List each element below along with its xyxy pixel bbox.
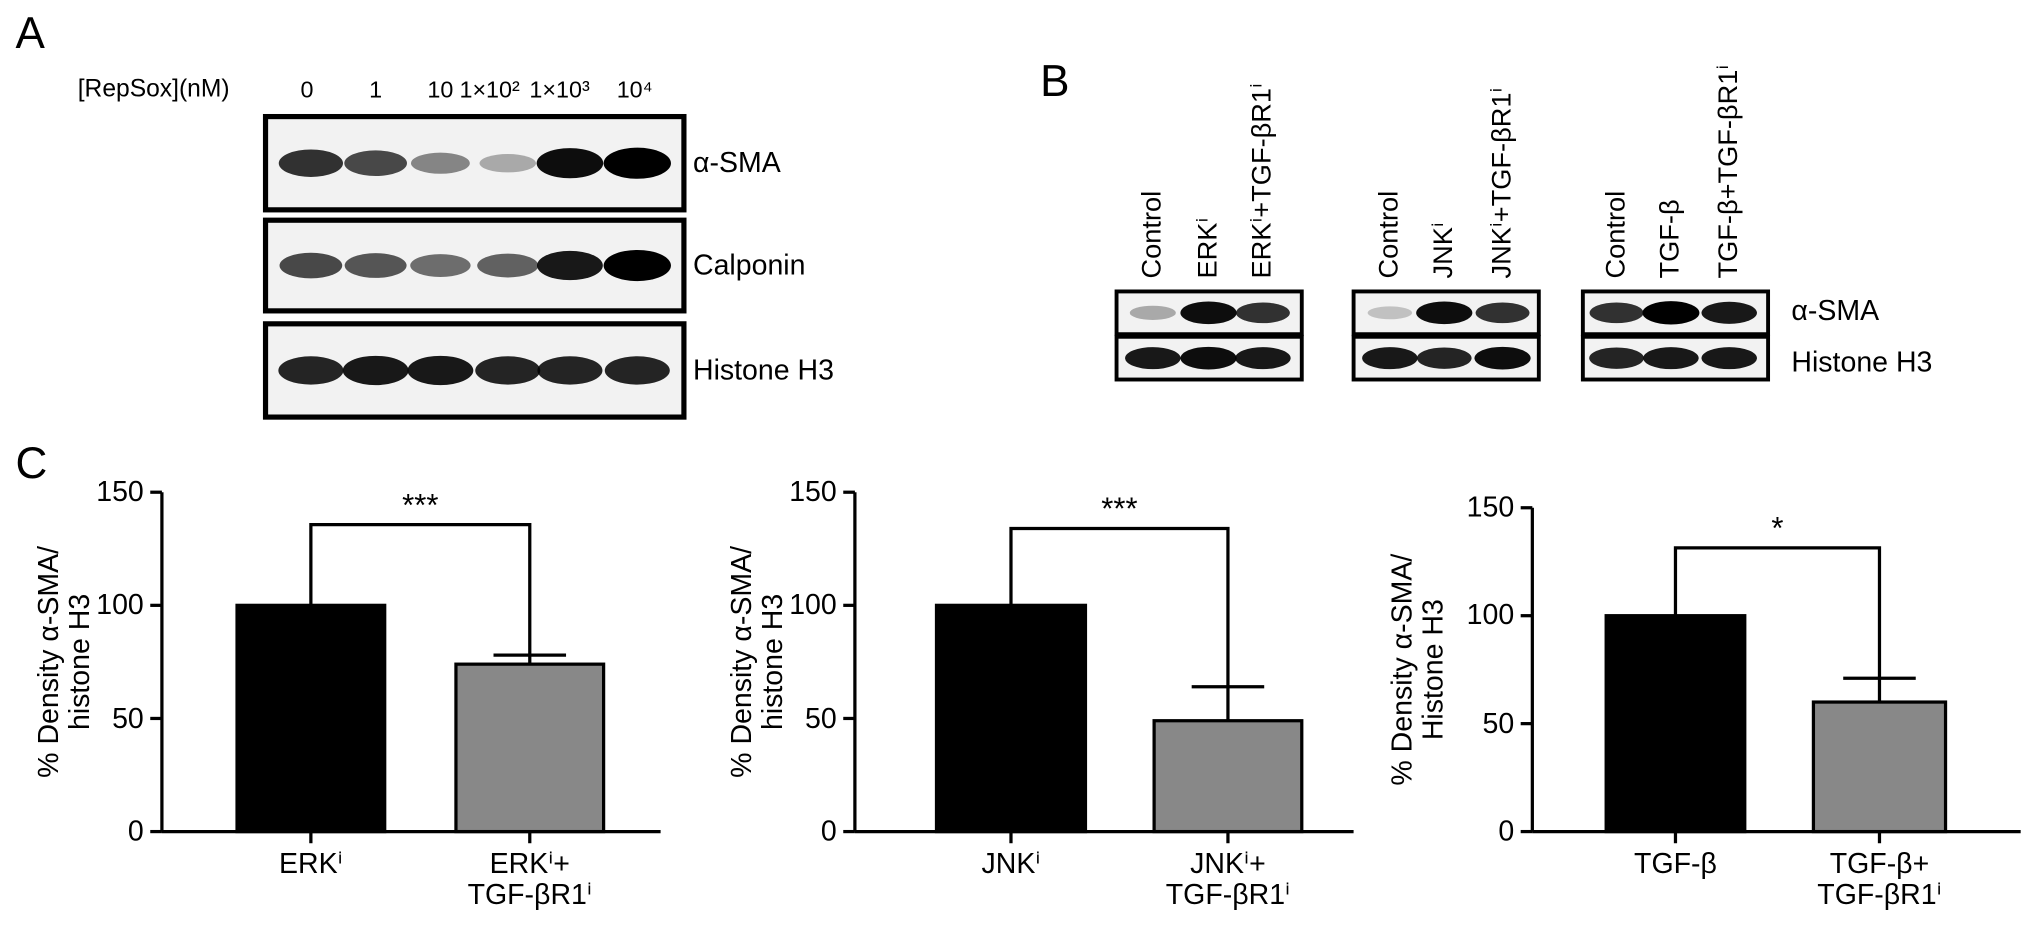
x-tick-label: ERKⁱ xyxy=(279,847,343,880)
band xyxy=(1589,302,1644,324)
band xyxy=(278,149,343,177)
y-tick-label: 150 xyxy=(96,475,144,508)
bar xyxy=(1811,700,1948,834)
error-bar xyxy=(493,653,567,665)
x-tick-label: JNKⁱ xyxy=(981,847,1041,880)
y-axis-label: % Density α-SMA/ histone H3 xyxy=(725,545,789,778)
x-tick-label: TGF-β xyxy=(1634,847,1717,880)
significance-bracket xyxy=(1673,546,1882,679)
band xyxy=(407,355,474,386)
y-tick-label: 0 xyxy=(1498,814,1515,848)
lane-label: JNKⁱ+TGF-βR1ⁱ xyxy=(1487,87,1517,279)
band xyxy=(604,356,670,385)
lane-label: TGF-β+TGF-βR1ⁱ xyxy=(1713,64,1744,279)
error-bar xyxy=(1843,676,1916,703)
band xyxy=(1416,301,1473,325)
significance-bracket xyxy=(309,522,532,656)
bar xyxy=(235,603,387,834)
band xyxy=(536,148,604,179)
band xyxy=(1129,305,1176,320)
y-tick-label: 150 xyxy=(789,475,837,508)
band xyxy=(1235,302,1290,324)
significance-label: *** xyxy=(1101,491,1138,527)
band xyxy=(479,154,536,173)
band xyxy=(1235,347,1291,370)
y-tick-label: 50 xyxy=(112,701,144,734)
band xyxy=(537,356,603,385)
band xyxy=(603,147,671,179)
lane-label: 0 xyxy=(300,76,314,103)
band xyxy=(1474,346,1531,370)
bar xyxy=(1604,614,1747,834)
lane-label: Control xyxy=(1137,190,1168,279)
band xyxy=(477,253,539,278)
significance-label: * xyxy=(1771,511,1784,547)
x-tick-label: ERKⁱ+ TGF-βR1ⁱ xyxy=(467,847,592,911)
bar xyxy=(454,662,606,834)
band xyxy=(1180,301,1237,325)
row-label: α-SMA xyxy=(1791,293,1880,327)
lane-label: 1×10³ xyxy=(529,76,590,103)
y-tick-label: 0 xyxy=(820,814,837,848)
lane-label: JNKⁱ xyxy=(1428,222,1459,279)
y-tick-label: 150 xyxy=(1466,490,1515,524)
y-axis-label: % Density α-SMA/ Histone H3 xyxy=(1385,553,1450,786)
lane-label: Control xyxy=(1600,190,1631,279)
band xyxy=(1367,306,1413,320)
row-label: Calponin xyxy=(692,248,806,281)
band xyxy=(1180,346,1237,370)
lane-label: 1 xyxy=(369,76,383,103)
lane-label: 10⁴ xyxy=(616,76,653,103)
band xyxy=(1589,347,1644,369)
panel-label: A xyxy=(15,9,45,59)
band xyxy=(1642,301,1700,325)
lane-label: ERKⁱ xyxy=(1192,217,1223,279)
band xyxy=(1643,347,1699,370)
band xyxy=(1125,347,1181,370)
y-tick-label: 50 xyxy=(1482,706,1515,740)
band xyxy=(344,150,407,177)
y-tick-label: 0 xyxy=(127,814,144,848)
band xyxy=(410,152,470,174)
band xyxy=(1362,347,1418,370)
bar xyxy=(934,603,1088,834)
band xyxy=(279,252,343,279)
y-tick-label: 50 xyxy=(805,701,837,734)
lane-label: 10 xyxy=(427,76,454,103)
lane-label: ERKⁱ+TGF-βR1ⁱ xyxy=(1247,83,1278,279)
band xyxy=(603,249,671,282)
band xyxy=(1701,301,1757,324)
band xyxy=(410,254,471,277)
row-label: α-SMA xyxy=(692,146,781,179)
y-tick-label: 100 xyxy=(1466,598,1515,632)
band xyxy=(537,250,603,281)
band xyxy=(342,355,409,386)
band xyxy=(344,253,407,278)
band xyxy=(278,356,344,385)
row-label: Histone H3 xyxy=(1791,345,1933,379)
y-axis-label: % Density α-SMA/ histone H3 xyxy=(32,545,96,778)
band xyxy=(1416,347,1472,369)
row-label: Histone H3 xyxy=(692,353,834,386)
lane-label: 1×10² xyxy=(459,76,520,103)
significance-label: *** xyxy=(402,488,439,524)
x-tick-label: JNKⁱ+ TGF-βR1ⁱ xyxy=(1165,847,1291,911)
band xyxy=(475,356,541,385)
x-tick-label: TGF-β+ TGF-βR1ⁱ xyxy=(1817,847,1942,911)
panel-label: B xyxy=(1040,56,1070,107)
panel-label: C xyxy=(15,439,48,489)
y-tick-label: 100 xyxy=(789,588,837,621)
lane-label: Control xyxy=(1374,190,1405,279)
blot-header: [RepSox](nM) xyxy=(77,75,230,104)
error-bar xyxy=(1191,685,1265,721)
significance-bracket xyxy=(1009,526,1230,687)
band xyxy=(1475,302,1530,324)
y-tick-label: 100 xyxy=(96,588,144,621)
bar xyxy=(1152,719,1304,834)
band xyxy=(1701,347,1757,370)
lane-label: TGF-β xyxy=(1655,199,1686,279)
